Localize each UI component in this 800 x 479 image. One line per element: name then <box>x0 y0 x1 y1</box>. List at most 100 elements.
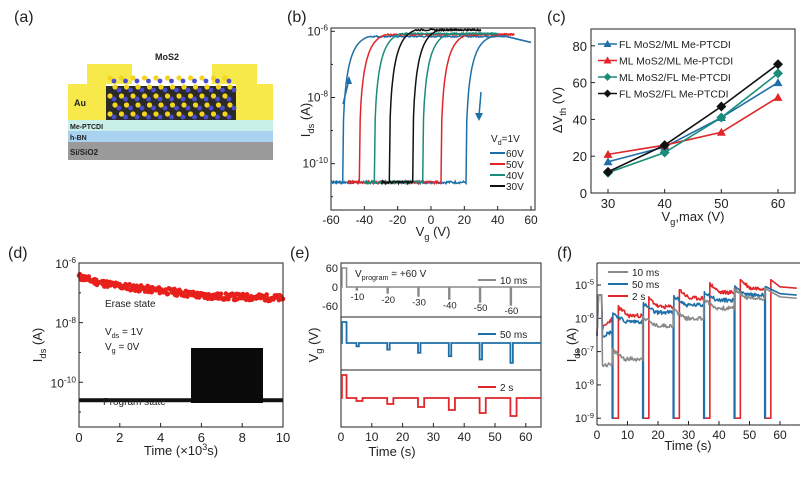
y-tick-label: 10-8 <box>307 89 328 105</box>
s-atom <box>199 111 205 117</box>
mo-atom <box>146 78 151 84</box>
s-atom <box>164 111 171 117</box>
s-atom <box>141 111 148 117</box>
s-atom <box>130 75 136 81</box>
pulse-amplitude-label: -10 <box>351 292 365 303</box>
pulse-train-10ms <box>341 267 541 306</box>
legend-label: ML MoS2/FL Me-PTCDI <box>619 72 731 84</box>
x-tick-label: 40 <box>458 430 472 444</box>
y-axis-label: Ids (A) <box>30 328 48 362</box>
s-atom <box>141 93 148 99</box>
x-tick-label: -20 <box>389 213 407 227</box>
data-point <box>716 101 727 112</box>
mo-atom <box>185 87 191 93</box>
sweep-arrow-down <box>478 91 482 117</box>
series-line <box>607 81 779 163</box>
mo-atom <box>123 114 128 120</box>
y-tick-label: 0 <box>332 282 338 294</box>
x-axis-label: Time (×103s) <box>144 442 218 458</box>
mo-atom <box>157 96 163 102</box>
panel-label-c: (c) <box>547 9 566 26</box>
y-tick-label: 10-6 <box>575 311 594 325</box>
data-point <box>716 127 726 136</box>
y-tick-label: 10-9 <box>575 411 594 425</box>
s-atom <box>215 84 222 90</box>
x-tick-label: 40 <box>712 428 726 442</box>
y-tick-label: -60 <box>322 301 338 313</box>
plot-frame <box>340 262 542 428</box>
s-atom <box>146 84 153 90</box>
s-atom <box>153 111 159 117</box>
mo-atom <box>215 96 220 102</box>
mo-atom <box>192 96 197 102</box>
x-tick-label: 0 <box>428 213 435 227</box>
legend-label: 50 ms <box>632 280 659 291</box>
x-tick-label: 20 <box>396 430 410 444</box>
mo-atom <box>111 96 117 102</box>
mo-atom <box>192 78 197 84</box>
s-atom <box>141 75 148 81</box>
data-point <box>773 92 783 101</box>
y-tick-label: 10-8 <box>55 315 76 331</box>
au-electrode-left <box>68 64 132 120</box>
data-point <box>603 149 613 158</box>
me-ptcdi-label: Me-PTCDI <box>70 124 103 131</box>
x-axis-label: Time (s) <box>368 444 415 459</box>
legend-label: 50 ms <box>500 330 527 341</box>
mos2-label: MoS2 <box>155 52 179 62</box>
s-atom <box>169 102 176 108</box>
data-point <box>773 59 783 70</box>
trace-2s <box>596 278 797 420</box>
y-tick-label: 10-8 <box>575 378 594 392</box>
mo-atom <box>180 96 186 102</box>
y-axis-label: Vg (V) <box>306 328 324 363</box>
si-sio2-label: Si/SiO2 <box>70 148 99 157</box>
panel-label-d: (d) <box>8 245 28 262</box>
s-atom <box>169 84 176 90</box>
series-backward-30V <box>381 28 482 185</box>
mo-atom <box>180 114 186 120</box>
mo-atom <box>174 87 179 93</box>
data-point <box>603 157 613 166</box>
s-atom <box>222 75 228 81</box>
legend-marker <box>603 89 612 98</box>
x-tick-label: 0 <box>75 430 82 445</box>
device-schematic: MoS2 Au Me-PTCDI h-BN Si/SiO2 <box>68 52 273 160</box>
s-atom <box>210 111 217 117</box>
y-tick-label: 40 <box>573 112 587 127</box>
x-tick-label: 20 <box>458 213 472 227</box>
panel-label-e: (e) <box>290 245 310 262</box>
s-atom <box>112 102 118 108</box>
pulse-amplitude-label: -50 <box>474 303 488 314</box>
y-tick-label: 10-6 <box>307 23 328 39</box>
s-atom <box>153 93 159 99</box>
x-tick-label: 30 <box>682 428 696 442</box>
s-atom <box>181 102 187 108</box>
legend-label: ML MoS2/ML Me-PTCDI <box>619 56 733 68</box>
x-axis-label: Vg,max (V) <box>662 209 725 227</box>
y-tick-label: 80 <box>573 39 587 54</box>
s-atom <box>187 75 194 81</box>
y-tick-label: 60 <box>326 263 338 275</box>
mo-atom <box>134 114 140 120</box>
mo-atom <box>208 105 214 111</box>
x-tick-label: 0 <box>594 428 601 442</box>
y-tick-label: 0 <box>580 186 587 201</box>
x-tick-label: 50 <box>743 428 757 442</box>
data-point <box>716 112 727 123</box>
pulse-amplitude-label: -30 <box>412 298 426 309</box>
data-point <box>603 166 613 177</box>
s-atom <box>192 84 199 90</box>
mo-atom <box>231 87 237 93</box>
mo-atom <box>116 87 122 93</box>
mo-atom <box>157 114 163 120</box>
y-tick-label: 20 <box>573 149 587 164</box>
annotation-vds: Vds = 1V <box>105 327 143 340</box>
mo-atom <box>208 87 214 93</box>
mo-atom <box>203 96 209 102</box>
pulse-train-50ms <box>341 321 541 364</box>
mo-atom <box>203 78 209 84</box>
mo-atom <box>116 105 122 111</box>
mo-atom <box>197 105 202 111</box>
